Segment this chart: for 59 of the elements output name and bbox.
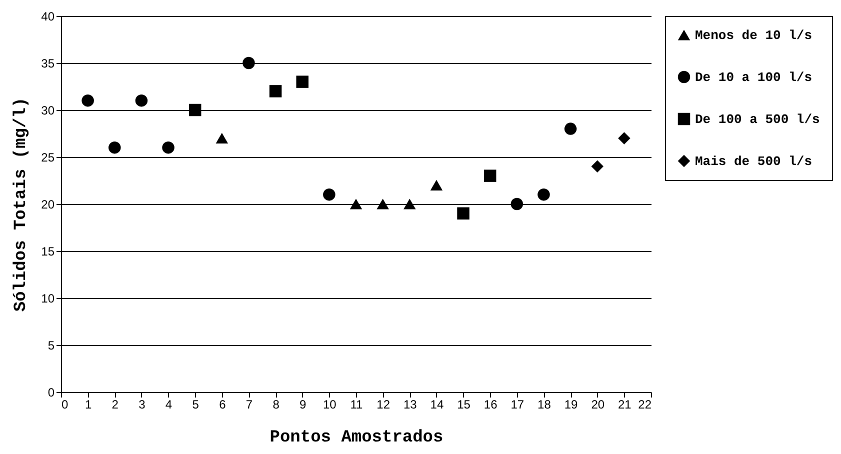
point bbox=[404, 198, 416, 210]
x-tick-label: 21 bbox=[618, 398, 632, 412]
point bbox=[510, 198, 524, 210]
point bbox=[296, 76, 308, 88]
x-tick-label: 20 bbox=[591, 398, 605, 412]
x-tick-label: 1 bbox=[84, 398, 92, 412]
y-tick-label: 30 bbox=[41, 104, 55, 118]
y-tick-label: 5 bbox=[48, 338, 55, 352]
y-tick-label: 0 bbox=[48, 386, 55, 400]
x-tick-label: 12 bbox=[376, 398, 390, 412]
x-tick-label: 7 bbox=[246, 398, 253, 412]
x-tick-label: 0 bbox=[62, 398, 68, 412]
x-tick-label: 11 bbox=[350, 398, 364, 412]
point bbox=[350, 198, 362, 210]
x-tick-label: 3 bbox=[138, 398, 146, 412]
point bbox=[162, 141, 174, 154]
x-axis-title: Pontos Amostrados bbox=[270, 428, 444, 448]
point bbox=[618, 132, 630, 144]
point bbox=[108, 141, 121, 154]
x-tick-label: 18 bbox=[538, 398, 552, 412]
point bbox=[484, 170, 496, 182]
point bbox=[135, 94, 148, 107]
x-tick-label: 19 bbox=[564, 398, 578, 412]
x-tick-label: 2 bbox=[112, 398, 119, 412]
y-tick-label: 10 bbox=[41, 292, 55, 306]
y-tick-label: 35 bbox=[41, 56, 55, 70]
y-tick-label: 20 bbox=[41, 198, 55, 212]
x-tick-label: 13 bbox=[403, 398, 418, 412]
legend-label: Mais de 500 l/s bbox=[695, 154, 812, 169]
point bbox=[430, 180, 443, 191]
x-tick-label: 16 bbox=[484, 398, 498, 412]
point bbox=[591, 160, 604, 173]
x-tick-label: 15 bbox=[457, 398, 471, 412]
point bbox=[376, 198, 389, 210]
y-tick-label: 15 bbox=[41, 244, 55, 258]
point bbox=[457, 207, 470, 220]
x-tick-label: 17 bbox=[510, 398, 524, 412]
legend-label: De 100 a 500 l/s bbox=[695, 112, 820, 127]
point bbox=[242, 56, 255, 70]
point bbox=[216, 132, 228, 144]
x-tick-label: 5 bbox=[192, 398, 200, 412]
x-tick-label: 4 bbox=[165, 398, 172, 412]
point bbox=[269, 85, 282, 98]
y-tick-label: 40 bbox=[41, 10, 55, 24]
point bbox=[564, 122, 577, 135]
y-tick-label: 25 bbox=[41, 150, 55, 164]
point bbox=[323, 188, 336, 201]
point bbox=[82, 94, 94, 107]
x-tick-label: 14 bbox=[430, 398, 444, 412]
y-axis-title: Sólidos Totais (mg/l) bbox=[12, 97, 32, 312]
legend-label: Menos de 10 l/s bbox=[695, 28, 812, 43]
legend-label: De 10 a 100 l/s bbox=[695, 70, 812, 85]
x-tick-label: 9 bbox=[300, 398, 307, 412]
x-tick-label: 6 bbox=[219, 398, 226, 412]
point bbox=[188, 104, 202, 116]
x-tick-label: 8 bbox=[272, 398, 280, 412]
x-tick-label: 22 bbox=[638, 398, 652, 412]
point bbox=[538, 188, 550, 201]
x-tick-label: 10 bbox=[323, 398, 337, 412]
